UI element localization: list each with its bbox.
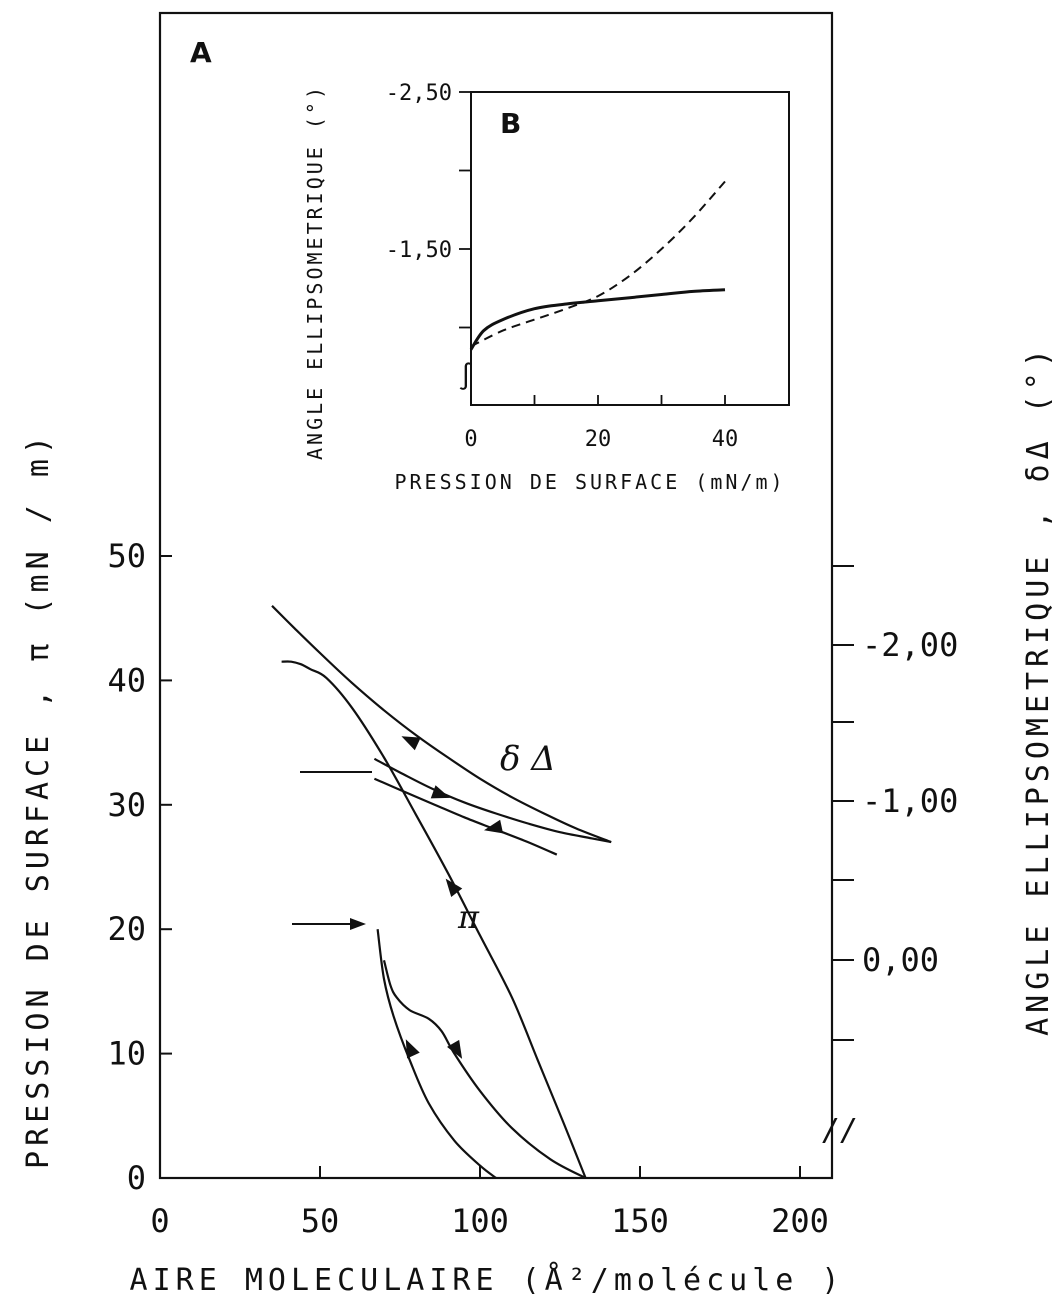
panel-a-x-tick-label-3: 150 <box>611 1202 669 1240</box>
pi-start-marker-arrowhead <box>350 918 366 930</box>
panel-a-y-axis-title: PRESSION DE SURFACE , π (mN / m) <box>21 431 56 1169</box>
panel-a-y-tick-label-5: 50 <box>107 537 146 575</box>
panel-a-y2-axis-title: ANGLE ELLIPSOMETRIQUE , δΔ (°) <box>1021 344 1056 1036</box>
arrowhead-delta-reexpansion <box>431 785 453 804</box>
panel-a-y-tick-label-0: 0 <box>127 1159 146 1197</box>
panel-a-series-delta-recompression <box>374 779 556 855</box>
panel-a-x-tick-label-0: 0 <box>150 1202 169 1240</box>
panel-b-inset: B 0 20 40 -1,50 -2,50 PRESSION DE SURFACE (… <box>303 81 789 494</box>
panel-a-y-tick-label-1: 10 <box>107 1035 146 1073</box>
panel-b-y-tick-label-0: -1,50 <box>386 238 452 263</box>
panel-a-y2-ticks: 0,00 -1,00 -2,00 <box>832 566 958 1040</box>
panel-b-y-tick-label-1: -2,50 <box>386 81 452 106</box>
panel-a-y2-tick-label-2: -2,00 <box>862 626 958 664</box>
panel-a-y-tick-label-3: 30 <box>107 786 146 824</box>
panel-b-letter: B <box>500 107 521 140</box>
panel-a-x-tick-label-4: 200 <box>771 1202 829 1240</box>
panel-b-x-tick-label-0: 0 <box>464 427 477 452</box>
panel-a-series <box>272 606 611 1178</box>
panel-b-x-axis-title: PRESSION DE SURFACE (mN/m) <box>394 470 785 494</box>
panel-b-y-axis-title: ANGLE ELLIPSOMETRIQUE (°) <box>303 84 327 460</box>
panel-b-y-ticks: -1,50 -2,50 <box>386 81 471 328</box>
panel-a-y2-tick-label-0: 0,00 <box>862 941 939 979</box>
panel-a-x-tick-label-1: 50 <box>301 1202 340 1240</box>
panel-a-y2-axis-break: // <box>822 1113 858 1148</box>
delta-curve-label: δ Δ <box>500 739 556 779</box>
panel-a-letter: A <box>190 36 212 69</box>
arrowhead-delta-recompression <box>483 820 504 837</box>
arrowhead-delta-compression <box>398 730 420 750</box>
panel-a-y-tick-label-4: 40 <box>107 661 146 699</box>
panel-b-axis-break: ∫ <box>458 362 474 392</box>
pi-curve-label: π <box>457 898 480 936</box>
panel-b-x-tick-label-2: 40 <box>712 427 739 452</box>
panel-a-x-tick-label-2: 100 <box>451 1202 509 1240</box>
panel-b-x-tick-label-1: 20 <box>585 427 612 452</box>
panel-a-y2-tick-label-1: -1,00 <box>862 782 958 820</box>
panel-a-y-tick-label-2: 20 <box>107 910 146 948</box>
panel-a-marker-arrows <box>292 772 372 930</box>
panel-a-y-ticks: 0 10 20 30 40 50 <box>107 537 172 1197</box>
panel-a-x-axis-title: AIRE MOLECULAIRE (Å²/molécule ) <box>130 1262 845 1298</box>
panel-a-series-pi-expansion-lower <box>378 929 496 1178</box>
